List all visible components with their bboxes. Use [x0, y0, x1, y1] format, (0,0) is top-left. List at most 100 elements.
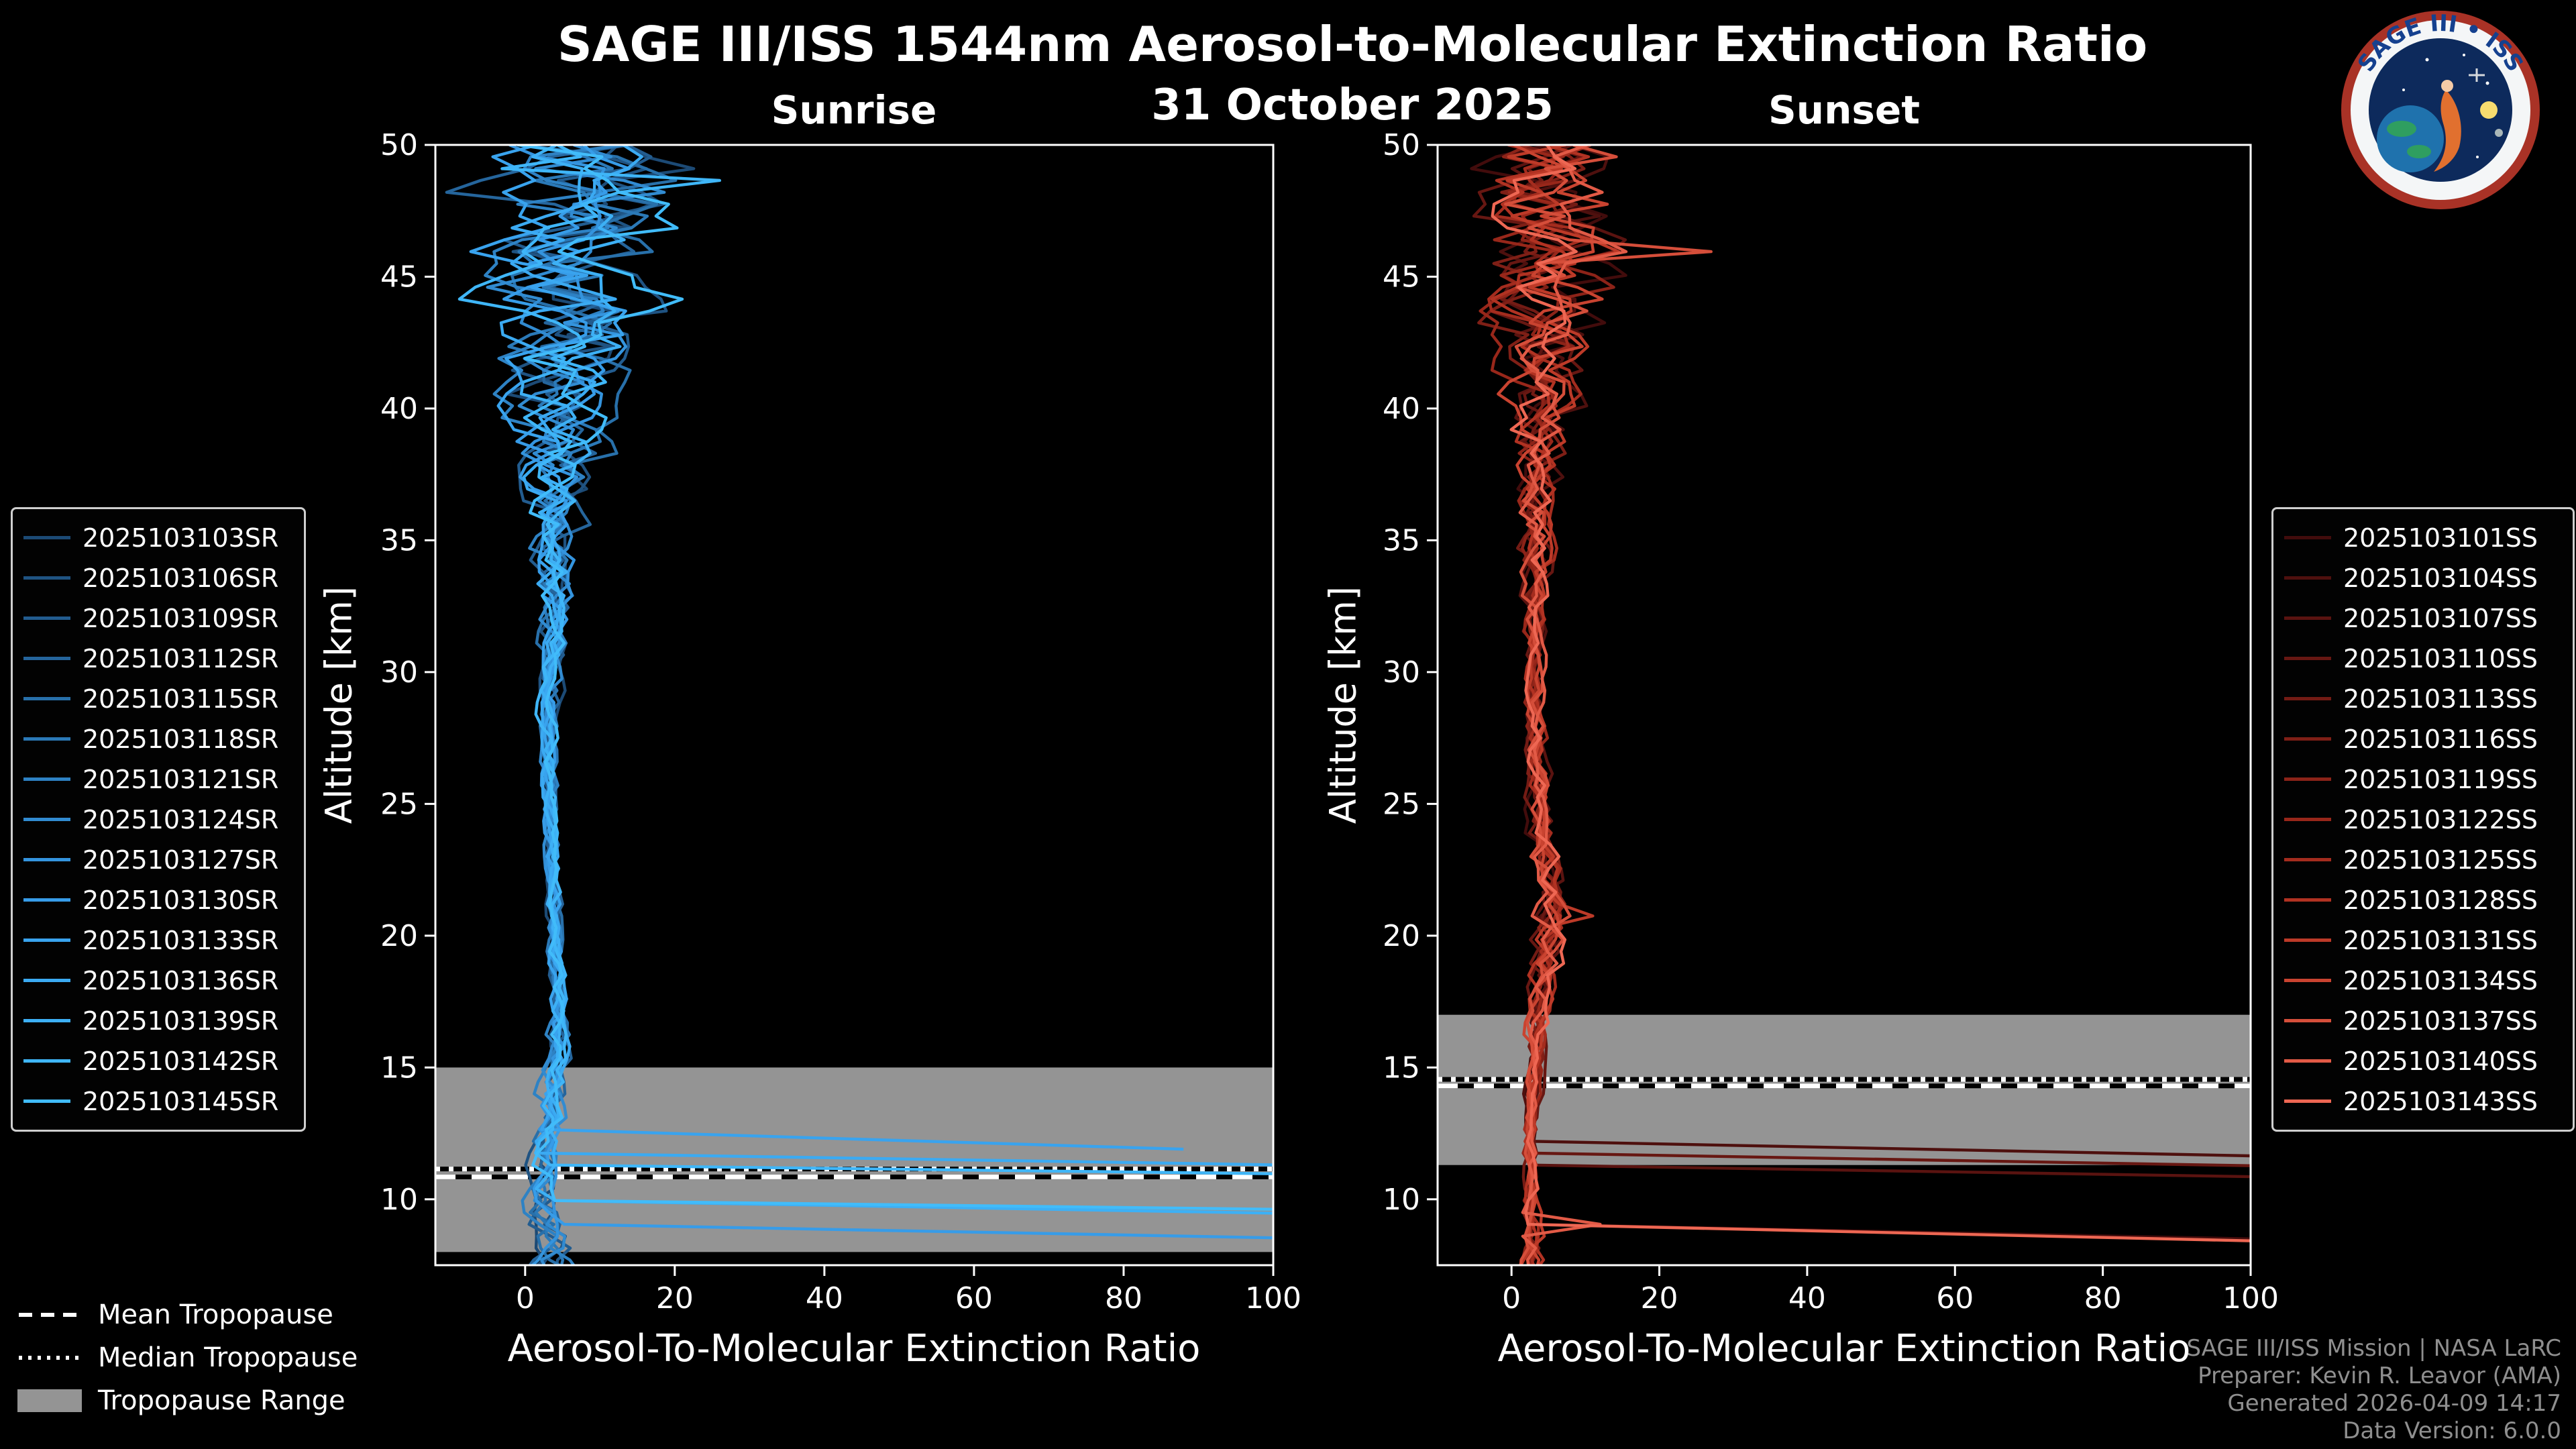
series-label: 2025103143SS — [2343, 1086, 2538, 1116]
series-label: 2025103101SS — [2343, 523, 2538, 553]
legend-item: 2025103125SS — [2284, 841, 2562, 879]
y-tick-label: 50 — [1383, 128, 1420, 162]
y-tick-label: 25 — [1383, 787, 1420, 821]
series-color-swatch — [2284, 938, 2331, 942]
series-label: 2025103131SS — [2343, 925, 2538, 955]
y-tick-label: 10 — [380, 1183, 418, 1217]
mission-patch: SAGE III • ISS — [2341, 10, 2540, 209]
median-tropopause-label: Median Tropopause — [98, 1342, 358, 1373]
series-color-swatch — [23, 576, 70, 580]
legend-item: 2025103137SS — [2284, 1002, 2562, 1040]
series-label: 2025103118SR — [83, 724, 279, 754]
credit-generated-line: Generated 2026-04-09 14:17 — [2227, 1390, 2561, 1417]
series-color-swatch — [2284, 616, 2331, 620]
legend-item: 2025103106SR — [23, 559, 293, 597]
sunrise-plot-frame — [434, 144, 1275, 1267]
series-label: 2025103103SR — [83, 523, 279, 553]
sunset-plot-area — [1438, 145, 2251, 1265]
series-label: 2025103113SS — [2343, 684, 2538, 714]
series-line-2025103139SR — [519, 145, 1273, 1215]
series-line-2025103110SS — [1472, 145, 2251, 1167]
series-label: 2025103133SR — [83, 925, 279, 955]
sunset-x-axis-label: Aerosol-To-Molecular Extinction Ratio — [1497, 1327, 2191, 1371]
series-color-swatch — [2284, 697, 2331, 700]
series-label: 2025103122SS — [2343, 804, 2538, 835]
series-label: 2025103104SS — [2343, 563, 2538, 593]
sunset-legend: 2025103101SS 2025103104SS 2025103107SS 2025… — [2271, 507, 2575, 1132]
legend-item: 2025103130SR — [23, 881, 293, 919]
series-line-2025103137SS — [1504, 145, 1713, 1265]
series-label: 2025103130SR — [83, 885, 279, 915]
x-tick-label: 0 — [516, 1281, 535, 1316]
legend-item: 2025103116SS — [2284, 720, 2562, 758]
series-color-swatch — [2284, 536, 2331, 539]
tropopause-range-band — [1438, 1014, 2251, 1165]
legend-item: 2025103104SS — [2284, 559, 2562, 597]
sunrise-panel-title: Sunrise — [771, 87, 937, 133]
legend-item: 2025103127SR — [23, 841, 293, 879]
series-label: 2025103136SR — [83, 965, 279, 996]
x-tick-label: 100 — [1245, 1281, 1301, 1316]
series-color-swatch — [2284, 898, 2331, 902]
series-label: 2025103107SS — [2343, 603, 2538, 633]
series-label: 2025103128SS — [2343, 885, 2538, 915]
legend-item: 2025103142SR — [23, 1042, 293, 1080]
y-tick-label: 25 — [380, 787, 418, 821]
series-label: 2025103137SS — [2343, 1006, 2538, 1036]
median-tropopause-legend-item: Median Tropopause — [17, 1340, 358, 1375]
iss-icon — [2469, 68, 2485, 82]
sunset-y-axis-label: Altitude [km] — [1322, 586, 1364, 824]
series-color-swatch — [23, 777, 70, 781]
legend-item: 2025103115SR — [23, 680, 293, 718]
patch-earth — [2377, 105, 2444, 172]
x-tick-label: 80 — [2084, 1281, 2122, 1316]
y-tick-label: 45 — [380, 260, 418, 294]
y-tick-label: 15 — [380, 1051, 418, 1085]
series-color-swatch — [23, 938, 70, 942]
patch-figure — [2434, 90, 2461, 172]
patch-earth-land — [2387, 121, 2416, 137]
series-line-2025103121SR — [484, 145, 625, 1265]
legend-item: 2025103143SS — [2284, 1082, 2562, 1120]
sunrise-x-axis-label: Aerosol-To-Molecular Extinction Ratio — [507, 1327, 1201, 1371]
star-icon — [2402, 89, 2405, 91]
patch-earth-land — [2407, 145, 2431, 158]
legend-item: 2025103112SR — [23, 639, 293, 678]
credits: SAGE III/ISS Mission | NASA LaRC Prepare… — [2186, 1335, 2561, 1445]
credit-mission-line: SAGE III/ISS Mission | NASA LaRC — [2186, 1335, 2561, 1362]
page-title: SAGE III/ISS 1544nm Aerosol-to-Molecular… — [557, 16, 2148, 72]
series-color-swatch — [23, 1019, 70, 1022]
series-line-2025103143SS — [1491, 145, 2251, 1242]
series-label: 2025103125SS — [2343, 845, 2538, 875]
tropopause-range-swatch — [17, 1389, 82, 1412]
series-color-swatch — [2284, 737, 2331, 741]
series-color-swatch — [2284, 777, 2331, 781]
series-color-swatch — [2284, 1099, 2331, 1103]
legend-item: 2025103133SR — [23, 921, 293, 959]
legend-item: 2025103134SS — [2284, 961, 2562, 1000]
series-color-swatch — [2284, 1059, 2331, 1063]
y-tick-label: 30 — [380, 655, 418, 690]
legend-item: 2025103122SS — [2284, 800, 2562, 839]
legend-item: 2025103109SR — [23, 599, 293, 637]
series-color-swatch — [2284, 858, 2331, 861]
mean-tropopause-swatch — [19, 1313, 80, 1317]
patch-figure-head — [2441, 80, 2453, 92]
x-tick-label: 40 — [1788, 1281, 1826, 1316]
series-label: 2025103119SS — [2343, 764, 2538, 794]
y-tick-label: 35 — [1383, 523, 1420, 557]
star-icon — [2476, 156, 2479, 158]
legend-item: 2025103139SR — [23, 1002, 293, 1040]
series-label: 2025103121SR — [83, 764, 279, 794]
x-tick-label: 60 — [1936, 1281, 1974, 1316]
y-tick-label: 20 — [380, 919, 418, 953]
y-tick-label: 15 — [1383, 1051, 1420, 1085]
sunset-panel-title: Sunset — [1768, 87, 1920, 133]
sunrise-legend: 2025103103SR 2025103106SR 2025103109SR 2025… — [11, 507, 306, 1132]
legend-item: 2025103124SR — [23, 800, 293, 839]
series-label: 2025103142SR — [83, 1046, 279, 1076]
y-tick-label: 20 — [1383, 919, 1420, 953]
series-label: 2025103145SR — [83, 1086, 279, 1116]
series-label: 2025103112SR — [83, 643, 279, 674]
